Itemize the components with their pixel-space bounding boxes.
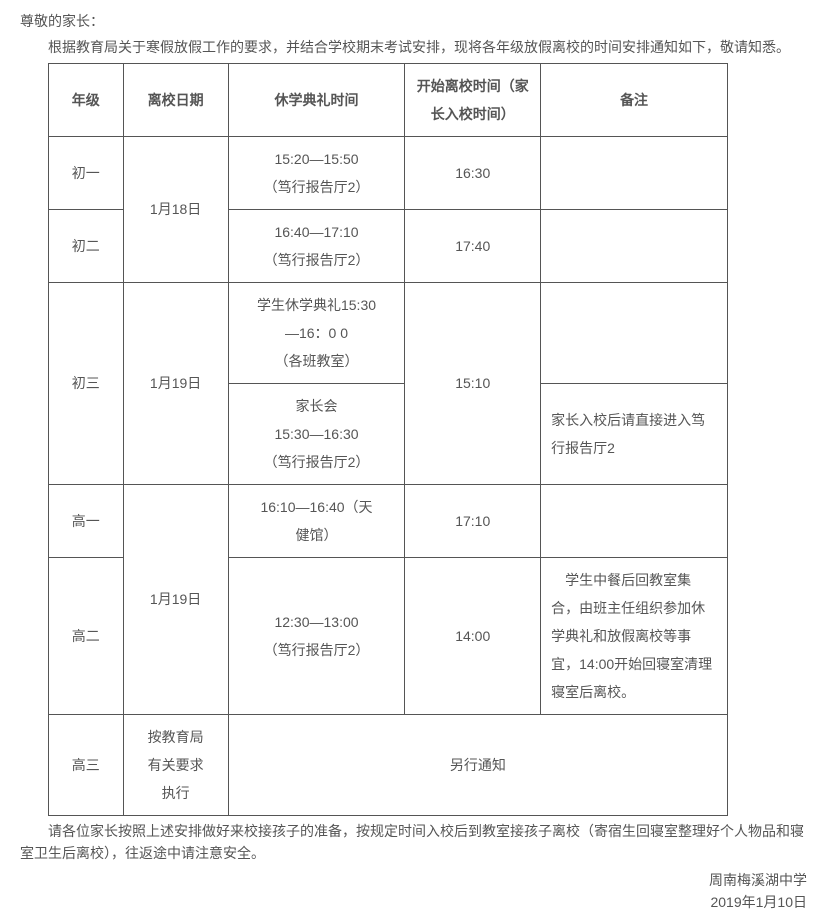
intro-paragraph: 根据教育局关于寒假放假工作的要求，并结合学校期末考试安排，现将各年级放假离校的时…: [20, 36, 817, 58]
cell-ceremony: 学生休学典礼15:30 —16：0 0 （各班教室）: [228, 282, 405, 383]
cell-ceremony: 15:20—15:50 （笃行报告厅2）: [228, 136, 405, 209]
cell-leave: 16:30: [405, 136, 541, 209]
ceremony-line: —16：0 0: [285, 325, 348, 341]
cell-leave: 17:40: [405, 209, 541, 282]
ceremony-line: 学生休学典礼15:30: [257, 297, 376, 313]
signature-name: 周南梅溪湖中学: [20, 869, 807, 891]
ceremony-line: 16:10—16:40（天: [260, 499, 372, 515]
cell-grade: 初一: [49, 136, 124, 209]
ceremony-line: 12:30—13:00: [274, 614, 358, 630]
cell-note: 学生中餐后回教室集合，由班主任组织参加休学典礼和放假离校等事宜，14:00开始回…: [541, 557, 728, 714]
table-row: 初三 1月19日 学生休学典礼15:30 —16：0 0 （各班教室） 15:1…: [49, 282, 728, 383]
table-row: 初一 1月18日 15:20—15:50 （笃行报告厅2） 16:30: [49, 136, 728, 209]
cell-ceremony: 16:40—17:10 （笃行报告厅2）: [228, 209, 405, 282]
cell-date: 1月19日: [123, 484, 228, 714]
cell-note: 家长入校后请直接进入笃行报告厅2: [541, 383, 728, 484]
ceremony-line: 家长会: [296, 398, 338, 414]
header-grade: 年级: [49, 63, 124, 136]
table-row: 高三 按教育局 有关要求 执行 另行通知: [49, 714, 728, 815]
ceremony-line: （笃行报告厅2）: [264, 642, 370, 658]
cell-date: 1月19日: [123, 282, 228, 484]
cell-note: [541, 209, 728, 282]
cell-ceremony: 12:30—13:00 （笃行报告厅2）: [228, 557, 405, 714]
cell-other-notice: 另行通知: [228, 714, 727, 815]
table-header-row: 年级 离校日期 休学典礼时间 开始离校时间（家长入校时间） 备注: [49, 63, 728, 136]
ceremony-line: 15:20—15:50: [274, 151, 358, 167]
cell-grade: 高一: [49, 484, 124, 557]
table-row: 高一 1月19日 16:10—16:40（天 健馆） 17:10: [49, 484, 728, 557]
cell-ceremony: 家长会 15:30—16:30 （笃行报告厅2）: [228, 383, 405, 484]
signature-block: 周南梅溪湖中学 2019年1月10日: [20, 869, 817, 914]
ceremony-line: 15:30—16:30: [274, 426, 358, 442]
ceremony-line: 16:40—17:10: [274, 224, 358, 240]
cell-ceremony: 16:10—16:40（天 健馆）: [228, 484, 405, 557]
salutation: 尊敬的家长：: [20, 10, 817, 32]
date-line: 有关要求: [148, 757, 204, 773]
header-ceremony-time: 休学典礼时间: [228, 63, 405, 136]
cell-leave: 17:10: [405, 484, 541, 557]
cell-leave: 14:00: [405, 557, 541, 714]
cell-date: 1月18日: [123, 136, 228, 282]
ceremony-line: （各班教室）: [275, 353, 359, 369]
cell-note: [541, 484, 728, 557]
cell-note: [541, 282, 728, 383]
header-leave-time: 开始离校时间（家长入校时间）: [405, 63, 541, 136]
cell-grade: 初三: [49, 282, 124, 484]
header-leave-date: 离校日期: [123, 63, 228, 136]
date-line: 按教育局: [148, 729, 204, 745]
cell-note: [541, 136, 728, 209]
signature-date: 2019年1月10日: [20, 891, 807, 913]
cell-grade: 初二: [49, 209, 124, 282]
cell-grade: 高二: [49, 557, 124, 714]
ceremony-line: 健馆）: [296, 527, 338, 543]
ceremony-line: （笃行报告厅2）: [264, 179, 370, 195]
cell-leave: 15:10: [405, 282, 541, 484]
cell-date: 按教育局 有关要求 执行: [123, 714, 228, 815]
date-line: 执行: [162, 785, 190, 801]
ceremony-line: （笃行报告厅2）: [264, 252, 370, 268]
footer-paragraph: 请各位家长按照上述安排做好来校接孩子的准备，按规定时间入校后到教室接孩子离校（寄…: [20, 820, 817, 865]
ceremony-line: （笃行报告厅2）: [264, 454, 370, 470]
cell-grade: 高三: [49, 714, 124, 815]
schedule-table: 年级 离校日期 休学典礼时间 开始离校时间（家长入校时间） 备注 初一 1月18…: [48, 63, 728, 816]
header-note: 备注: [541, 63, 728, 136]
